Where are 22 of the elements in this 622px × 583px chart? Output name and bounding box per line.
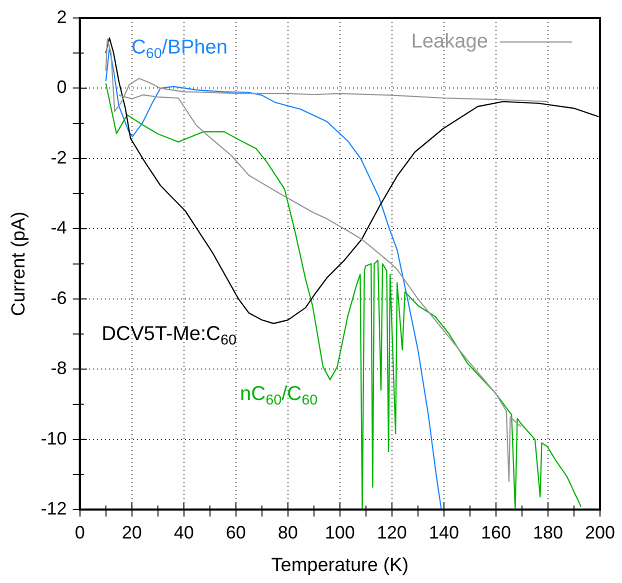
x-tick-label: 0 <box>74 522 85 542</box>
y-tick-label: 0 <box>56 77 67 98</box>
x-tick-label: 200 <box>584 522 616 542</box>
y-tick-label: 2 <box>56 6 67 27</box>
y-tick-label: -8 <box>50 358 67 378</box>
y-tick-label: -10 <box>40 428 67 448</box>
x-tick-label: 20 <box>122 522 142 542</box>
y-tick-label: -12 <box>40 498 67 519</box>
x-tick-label: 160 <box>480 522 511 542</box>
y-tick-label: -2 <box>50 147 67 168</box>
x-tick-label: 100 <box>324 522 355 542</box>
x-tick-label: 80 <box>278 522 298 542</box>
x-tick-label: 40 <box>174 522 194 542</box>
x-tick-label: 60 <box>226 522 246 542</box>
legend-label: Leakage <box>411 30 488 53</box>
x-tick-label: 140 <box>428 522 459 542</box>
y-tick-label: -4 <box>50 218 67 238</box>
x-tick-label: 120 <box>376 522 407 542</box>
x-tick-label: 180 <box>532 522 564 542</box>
y-axis-title: Current (pA) <box>8 212 30 316</box>
x-axis-title: Temperature (K) <box>271 554 409 576</box>
y-tick-label: -6 <box>50 288 67 308</box>
